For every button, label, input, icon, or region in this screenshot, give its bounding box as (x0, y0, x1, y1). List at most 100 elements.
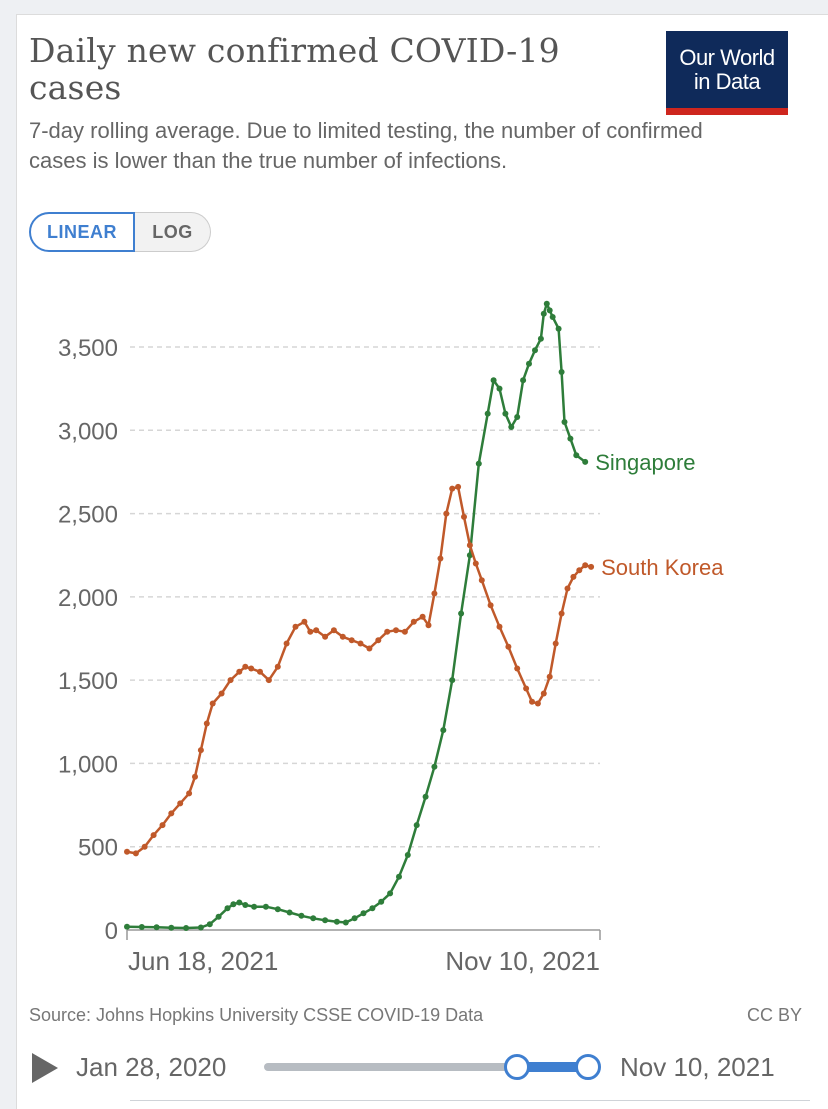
data-point-singapore (197, 924, 204, 931)
data-point-south_korea (313, 627, 320, 634)
data-point-south_korea (546, 673, 553, 680)
data-point-south_korea (330, 627, 337, 634)
data-point-singapore (242, 902, 249, 908)
data-point-singapore (502, 410, 509, 417)
data-point-singapore (396, 873, 402, 880)
data-point-singapore (440, 727, 447, 734)
log-scale-button[interactable]: LOG (135, 212, 211, 252)
y-tick-label: 1,500 (58, 668, 118, 695)
data-point-singapore (490, 377, 497, 384)
data-point-south_korea (192, 773, 198, 780)
data-point-singapore (230, 901, 237, 908)
data-point-south_korea (564, 585, 571, 592)
data-point-south_korea (534, 700, 541, 707)
data-point-south_korea (487, 602, 494, 609)
data-point-south_korea (236, 668, 243, 675)
data-point-singapore (274, 906, 281, 913)
data-point-singapore (378, 898, 385, 905)
data-point-south_korea (265, 677, 272, 684)
data-point-singapore (404, 852, 411, 858)
data-point-south_korea (437, 555, 444, 562)
data-point-south_korea (339, 633, 346, 640)
data-point-singapore (431, 763, 438, 770)
timeline-start-handle[interactable] (503, 1054, 530, 1080)
y-tick-label: 3,000 (58, 418, 118, 445)
data-point-singapore (532, 347, 538, 354)
owid-logo[interactable]: Our World in Data (666, 31, 788, 115)
data-point-south_korea (283, 640, 290, 647)
y-tick-label: 2,500 (58, 502, 118, 529)
data-point-south_korea (443, 510, 450, 517)
data-point-singapore (514, 414, 521, 420)
data-point-singapore (561, 419, 568, 425)
timeline-slider-track[interactable] (264, 1063, 588, 1071)
y-tick-label: 1,000 (58, 751, 118, 778)
data-point-south_korea (401, 628, 408, 635)
y-tick-label: 3,500 (58, 335, 118, 362)
data-point-singapore (124, 923, 130, 930)
data-point-south_korea (576, 567, 583, 574)
data-point-south_korea (552, 640, 559, 647)
data-point-south_korea (523, 685, 530, 692)
data-point-singapore (286, 909, 293, 916)
data-point-south_korea (132, 850, 139, 857)
data-point-south_korea (419, 613, 426, 620)
logo-line-1: Our World (679, 44, 775, 70)
data-point-south_korea (478, 577, 485, 584)
data-point-south_korea (209, 700, 216, 707)
data-point-singapore (520, 377, 527, 384)
data-point-south_korea (177, 800, 184, 807)
data-point-south_korea (357, 640, 364, 647)
data-point-south_korea (159, 822, 166, 829)
data-point-south_korea (514, 665, 521, 672)
series-label-singapore: Singapore (595, 450, 695, 475)
data-point-south_korea (274, 663, 281, 670)
data-point-singapore (387, 890, 394, 897)
linear-scale-button[interactable]: LINEAR (29, 212, 135, 252)
line-chart: 0 500 1,000 1,500 2,000 2,500 3,000 3,500 Jun 18… (58, 300, 724, 976)
data-point-south_korea (505, 643, 512, 650)
data-point-singapore (582, 458, 589, 465)
data-point-singapore (333, 918, 340, 925)
chart-subtitle: 7-day rolling average. Due to limited te… (29, 118, 703, 173)
timeline-end-handle[interactable] (575, 1054, 601, 1080)
data-point-singapore (342, 919, 349, 926)
data-point-south_korea (540, 690, 547, 697)
series-line-south_korea (126, 485, 592, 855)
data-point-singapore (555, 325, 562, 332)
data-point-south_korea (186, 790, 193, 797)
data-point-singapore (322, 917, 329, 924)
play-icon[interactable] (32, 1053, 58, 1083)
data-point-singapore (351, 915, 358, 922)
data-point-singapore (153, 924, 160, 931)
data-point-singapore (422, 793, 429, 800)
data-point-south_korea (393, 627, 399, 634)
data-point-south_korea (375, 637, 382, 644)
data-point-south_korea (366, 645, 373, 652)
data-point-south_korea (218, 690, 225, 697)
data-point-singapore (484, 410, 491, 417)
license-label[interactable]: CC BY (746, 1005, 802, 1025)
data-point-singapore (138, 924, 145, 930)
data-point-south_korea (466, 542, 473, 549)
data-point-singapore (543, 300, 550, 307)
y-tick-label: 500 (78, 835, 118, 862)
data-point-singapore (475, 460, 482, 467)
timeline-start-date: Jan 28, 2020 (76, 1052, 227, 1082)
data-point-singapore (546, 307, 553, 314)
data-point-south_korea (431, 590, 438, 597)
source-note[interactable]: Source: Johns Hopkins University CSSE CO… (29, 1005, 484, 1025)
data-point-south_korea (197, 747, 204, 754)
series-line-singapore (126, 302, 586, 930)
data-point-singapore (360, 910, 367, 917)
data-point-singapore (496, 385, 503, 392)
timeline-selected-range[interactable] (516, 1062, 588, 1072)
data-point-singapore (224, 905, 231, 912)
data-point-south_korea (461, 513, 467, 520)
data-point-singapore (540, 310, 547, 317)
series-label-south_korea: South Korea (601, 555, 724, 580)
data-point-south_korea (582, 562, 589, 569)
data-point-south_korea (203, 720, 210, 727)
data-point-south_korea (384, 628, 391, 635)
data-point-singapore (183, 925, 190, 931)
